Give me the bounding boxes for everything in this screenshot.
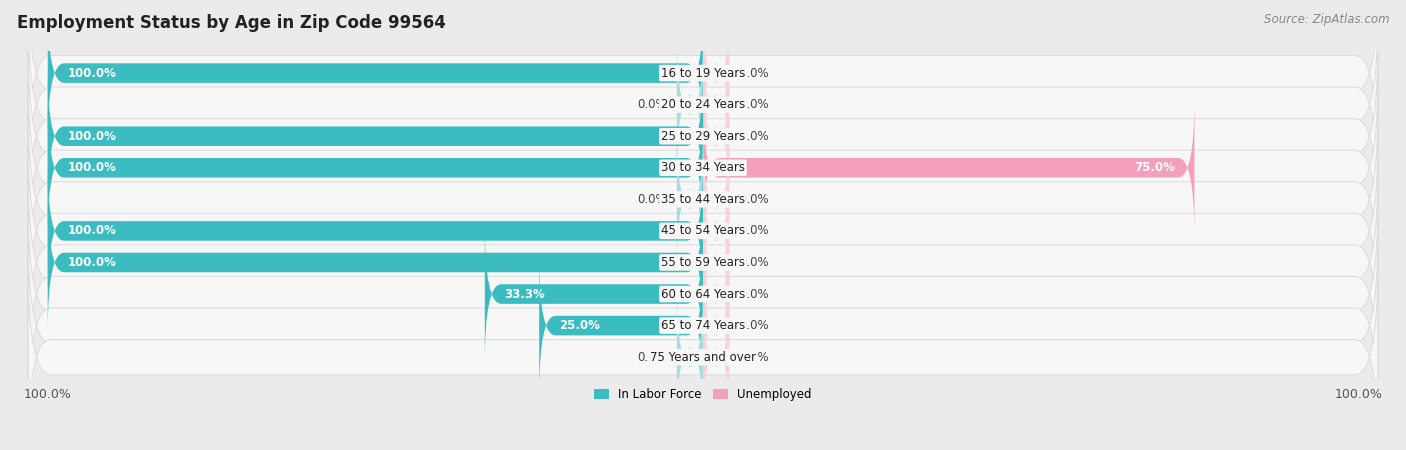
Text: 55 to 59 Years: 55 to 59 Years	[661, 256, 745, 269]
FancyBboxPatch shape	[28, 201, 1378, 387]
Text: 60 to 64 Years: 60 to 64 Years	[661, 288, 745, 301]
Text: 75 Years and over: 75 Years and over	[650, 351, 756, 364]
Text: 16 to 19 Years: 16 to 19 Years	[661, 67, 745, 80]
FancyBboxPatch shape	[538, 256, 703, 395]
FancyBboxPatch shape	[676, 288, 703, 426]
Text: 0.0%: 0.0%	[740, 193, 769, 206]
Text: 0.0%: 0.0%	[740, 130, 769, 143]
FancyBboxPatch shape	[48, 99, 703, 237]
FancyBboxPatch shape	[703, 99, 1195, 237]
Text: 0.0%: 0.0%	[740, 351, 769, 364]
FancyBboxPatch shape	[703, 67, 730, 205]
Text: 35 to 44 Years: 35 to 44 Years	[661, 193, 745, 206]
FancyBboxPatch shape	[703, 130, 730, 269]
Text: 100.0%: 100.0%	[67, 67, 117, 80]
FancyBboxPatch shape	[703, 36, 730, 174]
Text: 75.0%: 75.0%	[1133, 161, 1175, 174]
Text: 0.0%: 0.0%	[740, 67, 769, 80]
FancyBboxPatch shape	[28, 75, 1378, 261]
Text: 0.0%: 0.0%	[740, 225, 769, 238]
Legend: In Labor Force, Unemployed: In Labor Force, Unemployed	[589, 384, 817, 406]
Text: 0.0%: 0.0%	[637, 193, 666, 206]
Text: 0.0%: 0.0%	[637, 351, 666, 364]
Text: 65 to 74 Years: 65 to 74 Years	[661, 319, 745, 332]
FancyBboxPatch shape	[48, 194, 703, 332]
FancyBboxPatch shape	[703, 162, 730, 300]
FancyBboxPatch shape	[703, 256, 730, 395]
Text: 30 to 34 Years: 30 to 34 Years	[661, 161, 745, 174]
Text: 100.0%: 100.0%	[67, 130, 117, 143]
FancyBboxPatch shape	[28, 264, 1378, 450]
FancyBboxPatch shape	[703, 288, 730, 426]
FancyBboxPatch shape	[703, 194, 730, 332]
Text: Source: ZipAtlas.com: Source: ZipAtlas.com	[1264, 14, 1389, 27]
FancyBboxPatch shape	[703, 4, 730, 142]
FancyBboxPatch shape	[48, 4, 703, 142]
FancyBboxPatch shape	[48, 67, 703, 205]
Text: 0.0%: 0.0%	[740, 98, 769, 111]
FancyBboxPatch shape	[28, 0, 1378, 166]
FancyBboxPatch shape	[676, 130, 703, 269]
FancyBboxPatch shape	[485, 225, 703, 363]
Text: 100.0%: 100.0%	[67, 161, 117, 174]
Text: 45 to 54 Years: 45 to 54 Years	[661, 225, 745, 238]
FancyBboxPatch shape	[28, 170, 1378, 356]
FancyBboxPatch shape	[48, 162, 703, 300]
Text: 0.0%: 0.0%	[740, 319, 769, 332]
FancyBboxPatch shape	[28, 233, 1378, 418]
FancyBboxPatch shape	[28, 138, 1378, 324]
Text: 0.0%: 0.0%	[740, 288, 769, 301]
FancyBboxPatch shape	[703, 225, 730, 363]
FancyBboxPatch shape	[28, 12, 1378, 198]
Text: 25.0%: 25.0%	[558, 319, 600, 332]
FancyBboxPatch shape	[28, 43, 1378, 229]
Text: 0.0%: 0.0%	[740, 256, 769, 269]
Text: 20 to 24 Years: 20 to 24 Years	[661, 98, 745, 111]
Text: 100.0%: 100.0%	[67, 225, 117, 238]
FancyBboxPatch shape	[676, 36, 703, 174]
Text: 33.3%: 33.3%	[505, 288, 546, 301]
FancyBboxPatch shape	[28, 107, 1378, 292]
Text: Employment Status by Age in Zip Code 99564: Employment Status by Age in Zip Code 995…	[17, 14, 446, 32]
Text: 0.0%: 0.0%	[637, 98, 666, 111]
Text: 25 to 29 Years: 25 to 29 Years	[661, 130, 745, 143]
Text: 100.0%: 100.0%	[67, 256, 117, 269]
